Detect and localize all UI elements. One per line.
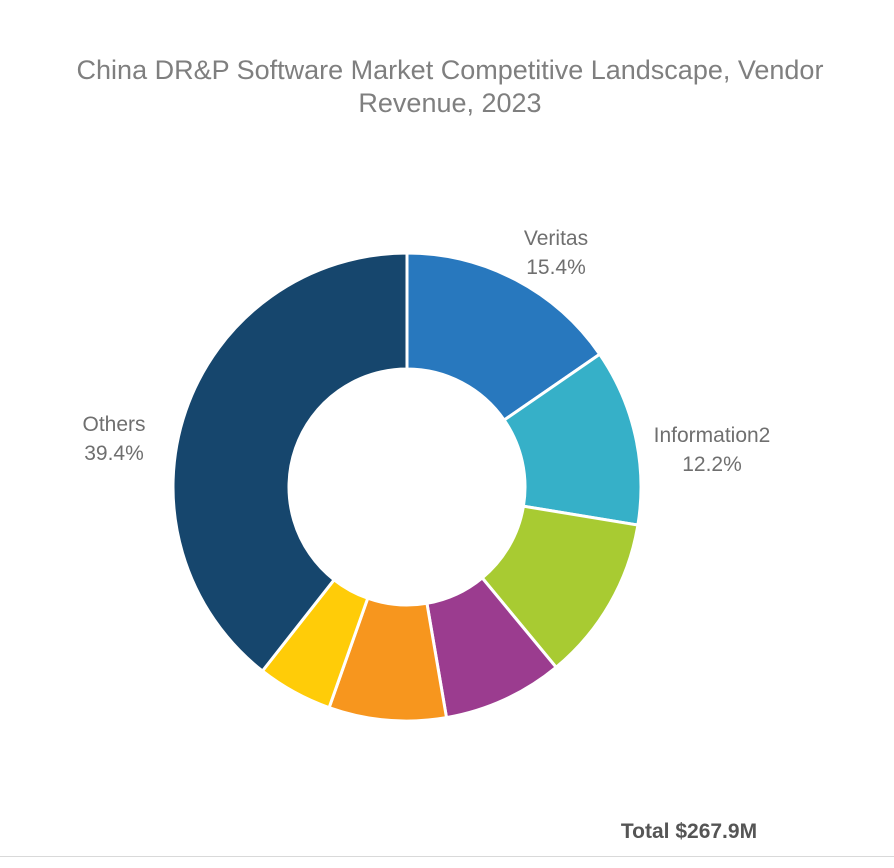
- slice-label-others-value: 39.4%: [84, 442, 144, 465]
- slice-label-information2-value: 12.2%: [682, 453, 742, 476]
- donut-slice-others: [171, 251, 409, 674]
- chart-title-line-2: Revenue, 2023: [358, 88, 541, 118]
- donut-slices: [171, 251, 643, 723]
- slice-label-veritas-value: 15.4%: [526, 256, 586, 279]
- slice-label-others-name: Others: [82, 413, 145, 436]
- slice-label-veritas-name: Veritas: [524, 227, 588, 250]
- donut-slice-veritas: [405, 251, 602, 423]
- slice-label-information2-name: Information2: [654, 424, 771, 447]
- total-label: Total $267.9M: [621, 820, 757, 843]
- bottom-divider: [0, 856, 894, 857]
- chart-title-line-1: China DR&P Software Market Competitive L…: [77, 55, 824, 85]
- donut-slice-information2: [502, 352, 643, 527]
